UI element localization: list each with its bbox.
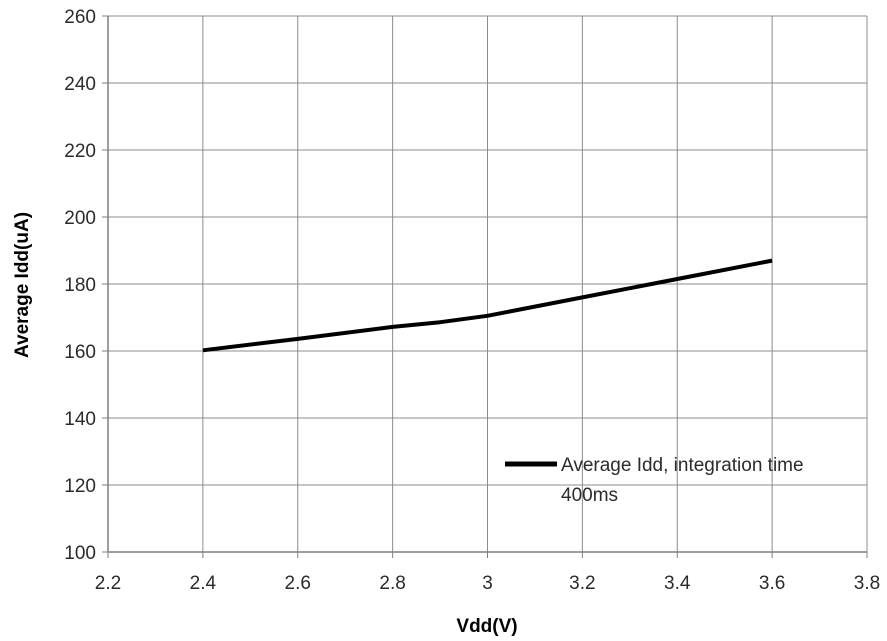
legend: Average Idd, integration time 400ms: [505, 455, 804, 506]
y-tick-label: 200: [64, 208, 96, 229]
legend-label-line-2: 400ms: [561, 485, 618, 506]
legend-label-line-1: Average Idd, integration time: [561, 455, 804, 476]
y-tick-label: 160: [64, 342, 96, 363]
x-tick-label: 2.4: [190, 573, 217, 594]
y-tick-labels: 100 120 140 160 180 200 220 240 260: [64, 7, 96, 564]
x-tick-label: 2.2: [95, 573, 121, 594]
y-tick-label: 180: [64, 275, 96, 296]
x-tick-label: 3.8: [854, 573, 880, 594]
x-tick-labels: 2.2 2.4 2.6 2.8 3 3.2 3.4 3.6 3.8: [95, 573, 880, 594]
horizontal-gridlines: [108, 15, 867, 486]
x-tick-label: 3.2: [569, 573, 595, 594]
y-axis-title: Average Idd(uA): [12, 212, 33, 358]
x-tick-label: 3: [482, 573, 493, 594]
x-axis-title: Vdd(V): [456, 616, 517, 637]
series-layer: [202, 258, 773, 353]
series-line: [202, 258, 773, 353]
x-tick-label: 2.6: [285, 573, 311, 594]
y-tick-label: 140: [64, 409, 96, 430]
y-tick-label: 240: [64, 74, 96, 95]
axes: [102, 15, 868, 558]
y-tick-label: 100: [64, 543, 96, 564]
x-tick-label: 2.8: [379, 573, 405, 594]
y-tick-label: 220: [64, 141, 96, 162]
x-tick-label: 3.4: [664, 573, 691, 594]
y-tick-label: 260: [64, 7, 96, 28]
y-tick-label: 120: [64, 476, 96, 497]
x-tick-label: 3.6: [759, 573, 785, 594]
